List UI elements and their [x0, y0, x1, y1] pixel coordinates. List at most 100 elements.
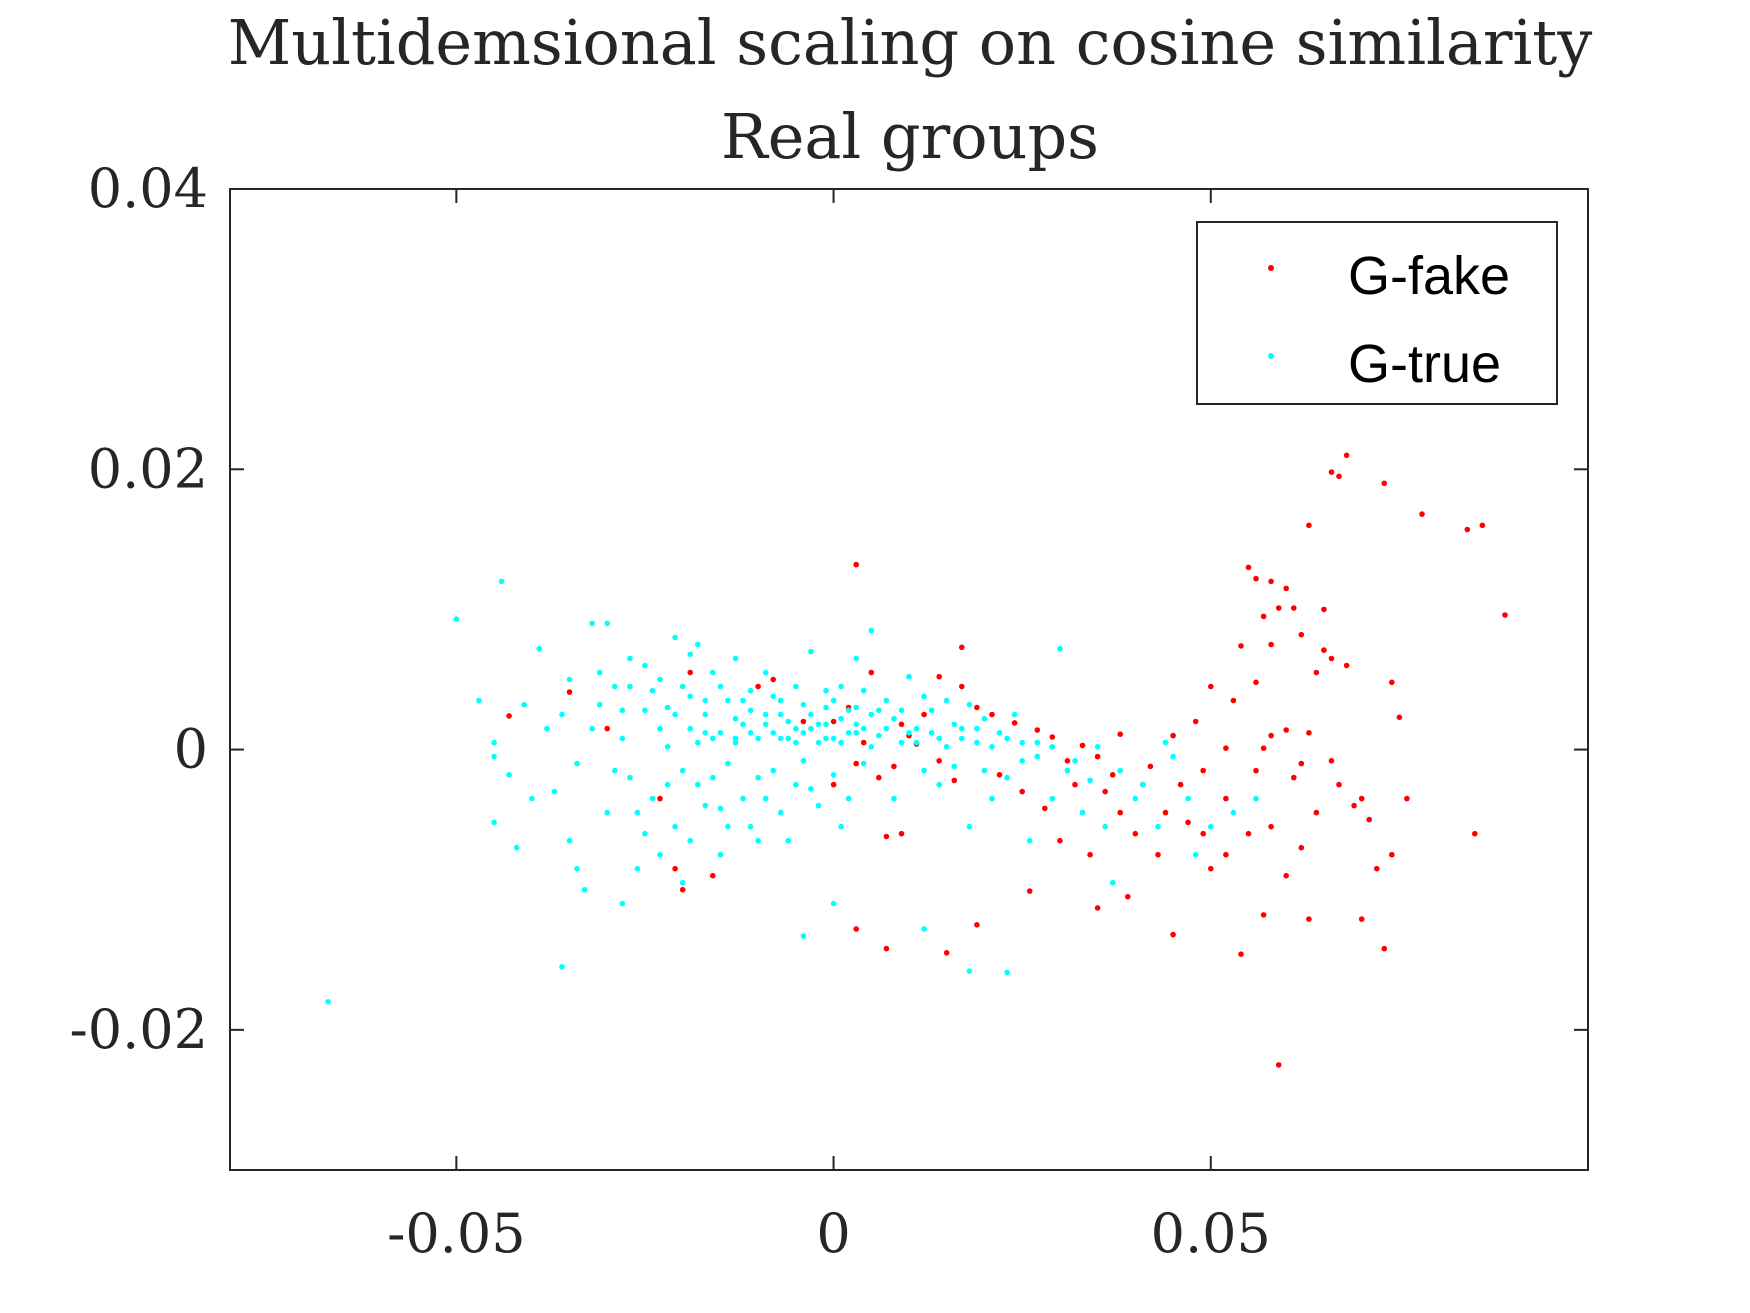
data-point: [1072, 758, 1078, 764]
data-point: [604, 725, 610, 732]
data-point: [551, 788, 558, 795]
data-point: [679, 879, 686, 886]
data-point: [1102, 788, 1108, 795]
data-point: [566, 837, 573, 844]
legend-marker-g-true: [1268, 353, 1274, 359]
data-point: [1034, 727, 1041, 733]
data-point: [800, 933, 807, 939]
data-point: [823, 721, 829, 728]
data-point: [883, 725, 890, 732]
data-point: [951, 721, 958, 728]
data-point: [1328, 655, 1335, 662]
data-point: [1208, 683, 1214, 690]
data-point: [838, 715, 844, 722]
data-point: [755, 683, 761, 690]
data-point: [853, 926, 859, 932]
data-point: [808, 786, 814, 792]
data-point: [876, 774, 882, 781]
data-point: [891, 715, 897, 722]
data-point: [1328, 469, 1335, 475]
data-point: [800, 758, 807, 764]
data-point: [815, 802, 822, 809]
chart-title-line-2: Real groups: [721, 100, 1099, 173]
data-point: [453, 616, 460, 622]
data-point: [687, 651, 693, 658]
data-point: [762, 795, 769, 802]
data-point: [989, 711, 995, 718]
data-point: [898, 707, 905, 714]
data-point: [1238, 643, 1244, 649]
data-point: [876, 707, 882, 714]
data-point: [1313, 669, 1320, 676]
data-point: [1004, 774, 1010, 781]
data-point: [921, 926, 927, 932]
data-point: [1336, 473, 1342, 480]
x-tick-label: -0.05: [387, 1202, 525, 1265]
data-point: [687, 669, 693, 676]
data-point: [921, 711, 927, 718]
data-point: [491, 753, 497, 760]
data-point: [770, 767, 776, 774]
data-point: [710, 872, 716, 879]
data-point: [1117, 731, 1123, 737]
data-point: [959, 683, 965, 690]
data-point: [1011, 720, 1018, 726]
data-point: [853, 561, 859, 568]
data-point: [1479, 522, 1486, 529]
data-point: [672, 865, 678, 872]
data-point: [536, 645, 543, 652]
data-point: [596, 701, 603, 708]
data-point: [1343, 452, 1350, 459]
data-point: [747, 730, 754, 736]
data-point: [1253, 767, 1259, 774]
data-point: [777, 697, 784, 704]
data-point: [695, 781, 701, 788]
data-point: [506, 772, 512, 778]
data-point: [762, 669, 769, 676]
data-point: [710, 735, 716, 742]
data-point: [1170, 931, 1176, 938]
data-point: [687, 725, 693, 732]
data-point: [755, 774, 761, 781]
data-point: [619, 735, 626, 742]
data-point: [921, 767, 927, 774]
data-point: [1253, 795, 1259, 802]
data-point: [815, 739, 822, 746]
data-point: [687, 837, 693, 844]
data-point: [664, 744, 671, 750]
data-point: [845, 707, 852, 714]
data-point: [604, 809, 610, 816]
data-point: [642, 830, 648, 837]
data-point: [1057, 837, 1063, 844]
data-point: [793, 781, 799, 788]
data-point: [1162, 739, 1169, 746]
data-point: [1336, 781, 1342, 788]
data-point: [853, 730, 859, 736]
data-point: [1306, 730, 1312, 736]
data-point: [898, 721, 905, 728]
data-point: [891, 795, 897, 802]
data-point: [996, 772, 1003, 778]
data-point: [1087, 777, 1093, 784]
data-point: [793, 725, 799, 732]
axis-tick-labels: -0.05 0 0.05 -0.02 0 0.02 0.04: [70, 157, 1271, 1265]
data-point: [1117, 767, 1123, 774]
data-point: [1087, 851, 1093, 858]
legend-marker-g-fake: [1268, 265, 1274, 271]
data-point: [1064, 767, 1071, 774]
data-point: [1472, 830, 1478, 837]
data-point: [777, 735, 784, 742]
data-point: [1125, 893, 1131, 900]
data-point: [1381, 480, 1388, 487]
data-point: [1049, 795, 1056, 802]
data-point: [860, 725, 867, 732]
data-point: [936, 758, 942, 764]
data-point: [710, 669, 716, 676]
data-point: [860, 739, 867, 746]
data-point: [1283, 585, 1289, 592]
data-point: [868, 669, 875, 676]
data-point: [989, 795, 995, 802]
data-point: [1291, 774, 1297, 781]
data-point: [1064, 758, 1071, 764]
data-point: [1026, 837, 1033, 844]
